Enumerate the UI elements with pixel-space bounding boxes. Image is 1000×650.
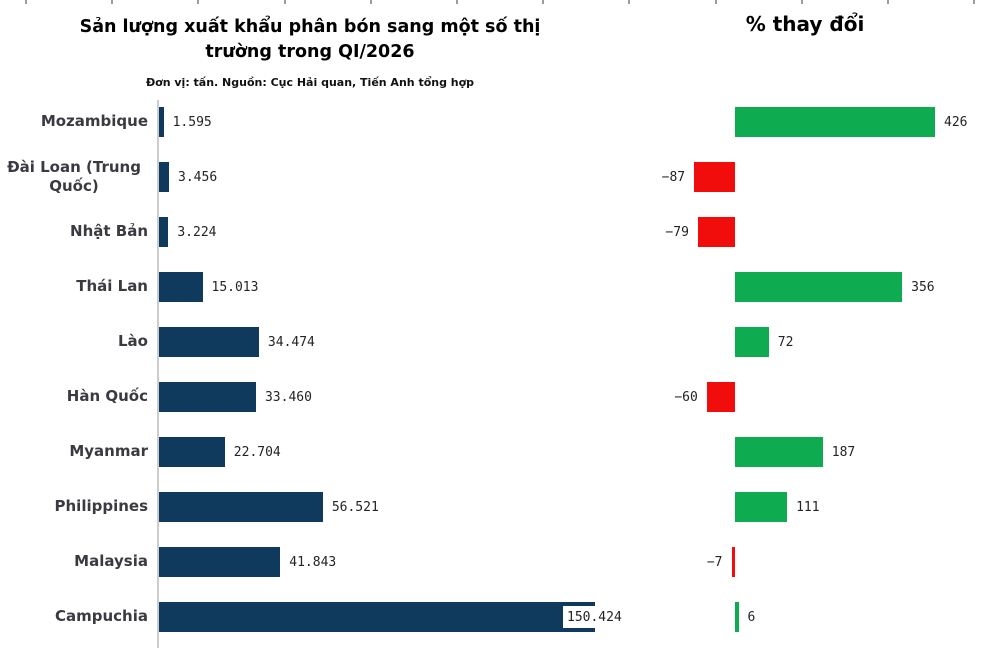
change-bar-positive xyxy=(735,437,823,467)
category-label: Thái Lan xyxy=(76,277,148,296)
category-label: Lào xyxy=(118,332,148,351)
top-tick xyxy=(369,0,372,4)
top-tick xyxy=(542,0,545,4)
change-bar-positive xyxy=(735,272,903,302)
volume-value: 33.460 xyxy=(264,389,312,405)
top-tick xyxy=(973,0,976,4)
volume-value: 41.843 xyxy=(289,554,337,570)
change-value: −79 xyxy=(665,224,689,240)
left-chart-subtitle: Đơn vị: tấn. Nguồn: Cục Hải quan, Tiến A… xyxy=(145,76,475,89)
top-tick xyxy=(197,0,200,4)
category-label: Malaysia xyxy=(74,552,148,571)
right-chart-title: % thay đổi xyxy=(745,12,865,36)
volume-bar xyxy=(159,217,169,247)
volume-bar xyxy=(159,107,164,137)
volume-bar xyxy=(159,162,170,192)
category-label: Hàn Quốc xyxy=(66,387,148,406)
left-chart-title: Sản lượng xuất khẩu phân bón sang một số… xyxy=(79,17,541,63)
change-bar-positive xyxy=(735,107,935,137)
volume-value: 3.224 xyxy=(177,224,217,240)
change-value: 111 xyxy=(796,499,820,515)
top-tick xyxy=(887,0,889,4)
volume-value: 3.456 xyxy=(178,169,218,185)
change-value: 356 xyxy=(911,279,935,295)
category-label: Mozambique xyxy=(40,112,148,131)
volume-bar xyxy=(159,382,256,412)
top-tick xyxy=(283,0,286,4)
change-value: −87 xyxy=(661,169,686,185)
volume-bar xyxy=(159,327,259,357)
top-tick xyxy=(800,0,803,4)
volume-value: 56.521 xyxy=(331,499,379,515)
volume-bar xyxy=(159,272,203,302)
volume-value: 34.474 xyxy=(267,334,315,350)
change-bar-positive xyxy=(735,602,739,632)
category-label: Myanmar xyxy=(69,442,148,461)
volume-value: 1.595 xyxy=(172,114,212,130)
category-label: Nhật Bản xyxy=(70,222,148,241)
category-label: Đài Loan (Trung Quốc) xyxy=(7,157,141,196)
top-tick xyxy=(25,0,27,4)
top-tick xyxy=(628,0,631,4)
volume-bar xyxy=(159,602,595,632)
left-chart-y-axis xyxy=(157,100,159,648)
volume-bar xyxy=(159,437,225,467)
change-bar-positive xyxy=(735,492,788,522)
volume-value: 150.424 xyxy=(563,606,626,628)
volume-value: 15.013 xyxy=(211,279,259,295)
change-value: 187 xyxy=(831,444,856,460)
change-value: 426 xyxy=(944,114,968,130)
volume-bar xyxy=(159,547,281,577)
category-label: Philippines xyxy=(54,497,149,516)
top-tick xyxy=(111,0,114,4)
change-value: −60 xyxy=(674,389,698,405)
change-value: −7 xyxy=(706,554,723,570)
top-tick xyxy=(456,0,458,4)
change-bar-negative xyxy=(731,547,735,577)
change-bar-negative xyxy=(697,217,735,247)
top-tick xyxy=(714,0,717,4)
change-bar-negative xyxy=(694,162,735,192)
change-value: 6 xyxy=(747,609,756,625)
volume-value: 22.704 xyxy=(233,444,281,460)
change-bar-negative xyxy=(706,382,735,412)
change-bar-positive xyxy=(735,327,769,357)
volume-bar xyxy=(159,492,323,522)
change-value: 72 xyxy=(777,334,794,350)
category-label: Campuchia xyxy=(54,607,148,626)
